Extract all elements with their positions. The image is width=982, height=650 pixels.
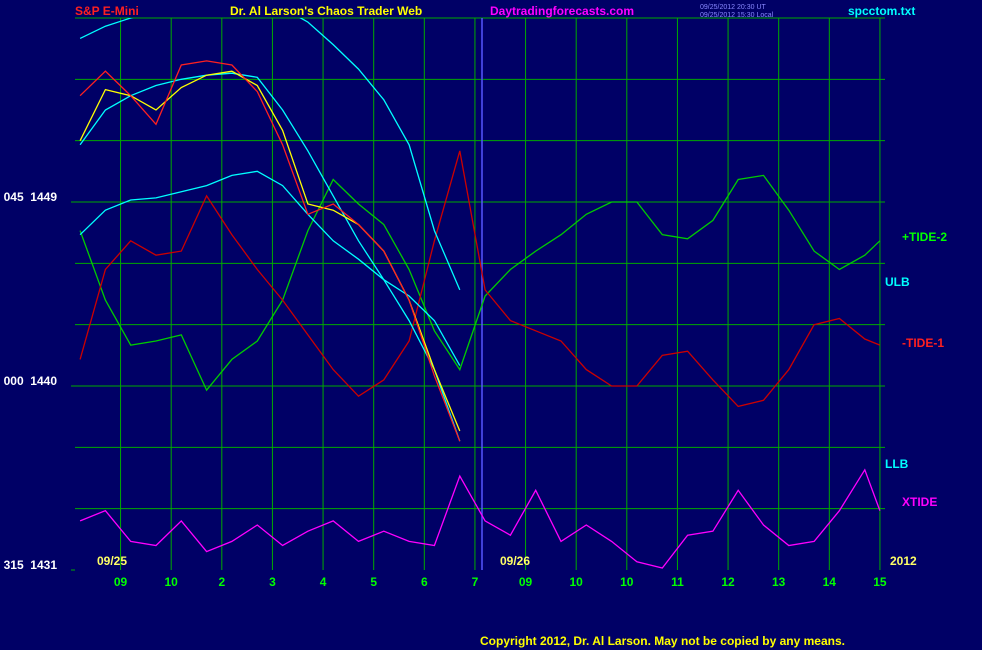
series-line: [79, 174, 881, 392]
x-tick-label: 7: [472, 575, 479, 589]
series-line: [79, 72, 461, 442]
series-line: [79, 468, 881, 569]
x-tick-label: 2: [218, 575, 225, 589]
date-label: 09/25: [97, 554, 127, 568]
timestamp: 09/25/2012 20:30 UT: [700, 4, 766, 11]
x-tick-label: 13: [772, 575, 786, 589]
x-tick-label: 12: [721, 575, 735, 589]
symbol: S&P E-Mini: [75, 4, 139, 18]
x-tick-label: 09: [114, 575, 128, 589]
x-tick-label: 3: [269, 575, 276, 589]
annotation: -TIDE-1: [902, 336, 944, 350]
series-line: [79, 150, 881, 408]
x-tick-label: 11: [671, 575, 684, 589]
x-tick-label: 4: [320, 575, 327, 589]
year-label: 2012: [890, 554, 917, 568]
annotation: LLB: [885, 457, 909, 471]
x-tick-label: 14: [823, 575, 837, 589]
x-tick-label: 5: [370, 575, 377, 589]
x-tick-label: 09: [519, 575, 533, 589]
timestamp: 09/25/2012 15:30 Local: [700, 12, 774, 19]
x-tick-label: 15: [873, 575, 887, 589]
series-line: [79, 70, 461, 432]
x-tick-label: 10: [165, 575, 179, 589]
annotation: ULB: [885, 275, 910, 289]
y-tick-label: 000 1440: [4, 374, 58, 388]
date-label: 09/26: [500, 554, 530, 568]
chart-title: Dr. Al Larson's Chaos Trader Web: [230, 4, 422, 18]
annotation: +TIDE-2: [902, 230, 947, 244]
series-line: [79, 60, 461, 442]
x-tick-label: 10: [570, 575, 584, 589]
x-tick-label: 10: [620, 575, 634, 589]
y-tick-label: 045 1449: [4, 190, 58, 204]
series-line: [79, 18, 461, 291]
website: Daytradingforecasts.com: [490, 4, 634, 18]
copyright: Copyright 2012, Dr. Al Larson. May not b…: [480, 634, 845, 648]
annotation: XTIDE: [902, 495, 937, 509]
plot-area: [79, 18, 881, 569]
y-tick-label: 315 1431: [4, 558, 58, 572]
x-tick-label: 6: [421, 575, 428, 589]
file-name: spcctom.txt: [848, 4, 915, 18]
series-line: [79, 170, 461, 366]
